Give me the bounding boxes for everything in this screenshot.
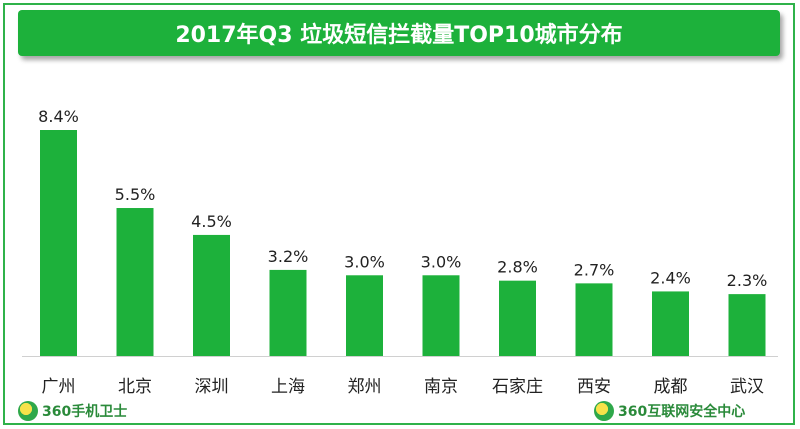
bar-1 — [116, 208, 154, 356]
360-logo-icon — [594, 401, 614, 421]
bar-5 — [422, 275, 460, 356]
bar-7 — [575, 283, 613, 356]
value-label-4: 3.0% — [344, 252, 385, 271]
value-label-6: 2.8% — [497, 258, 538, 277]
category-label-1: 北京 — [118, 377, 152, 397]
category-label-6: 石家庄 — [492, 377, 543, 397]
category-label-2: 深圳 — [195, 377, 229, 397]
category-label-8: 成都 — [654, 377, 688, 397]
chart-title: 2017年Q3 垃圾短信拦截量TOP10城市分布 — [175, 23, 623, 48]
brand-left-label: 360手机卫士 — [42, 404, 128, 420]
value-label-0: 8.4% — [38, 107, 79, 126]
value-label-8: 2.4% — [650, 268, 691, 287]
bar-0 — [40, 130, 77, 356]
category-label-5: 南京 — [424, 377, 458, 397]
bar-6 — [499, 280, 536, 356]
category-label-9: 武汉 — [730, 377, 764, 397]
category-label-7: 西安 — [577, 377, 611, 397]
brand-360-mobile-guard: 360手机卫士 — [18, 401, 127, 421]
category-label-0: 广州 — [42, 377, 76, 397]
category-labels-group: 广州 北京 深圳 上海 郑州 南京 石家庄 西安 成都 武汉 — [42, 377, 765, 397]
value-label-9: 2.3% — [727, 271, 768, 290]
bar-9 — [728, 294, 766, 356]
360-logo-icon — [18, 401, 38, 421]
bars-group — [40, 130, 766, 356]
value-label-5: 3.0% — [421, 252, 462, 271]
bar-2 — [193, 234, 230, 356]
value-label-7: 2.7% — [574, 260, 615, 279]
brand-right-label: 360互联网安全中心 — [618, 404, 746, 420]
category-label-3: 上海 — [271, 377, 305, 397]
bar-8 — [652, 291, 689, 356]
brand-360-security-center: 360互联网安全中心 — [594, 401, 745, 421]
bar-3 — [269, 269, 307, 356]
value-label-3: 3.2% — [268, 247, 309, 266]
chart-title-bar: 2017年Q3 垃圾短信拦截量TOP10城市分布 — [18, 10, 780, 56]
value-labels-group: 8.4% 5.5% 4.5% 3.2% 3.0% 3.0% 2.8% 2.7% 2.4% 2.3% — [38, 107, 767, 290]
category-label-4: 郑州 — [348, 377, 382, 397]
bar-4 — [346, 275, 383, 356]
value-label-2: 4.5% — [191, 212, 232, 231]
value-label-1: 5.5% — [115, 185, 156, 204]
